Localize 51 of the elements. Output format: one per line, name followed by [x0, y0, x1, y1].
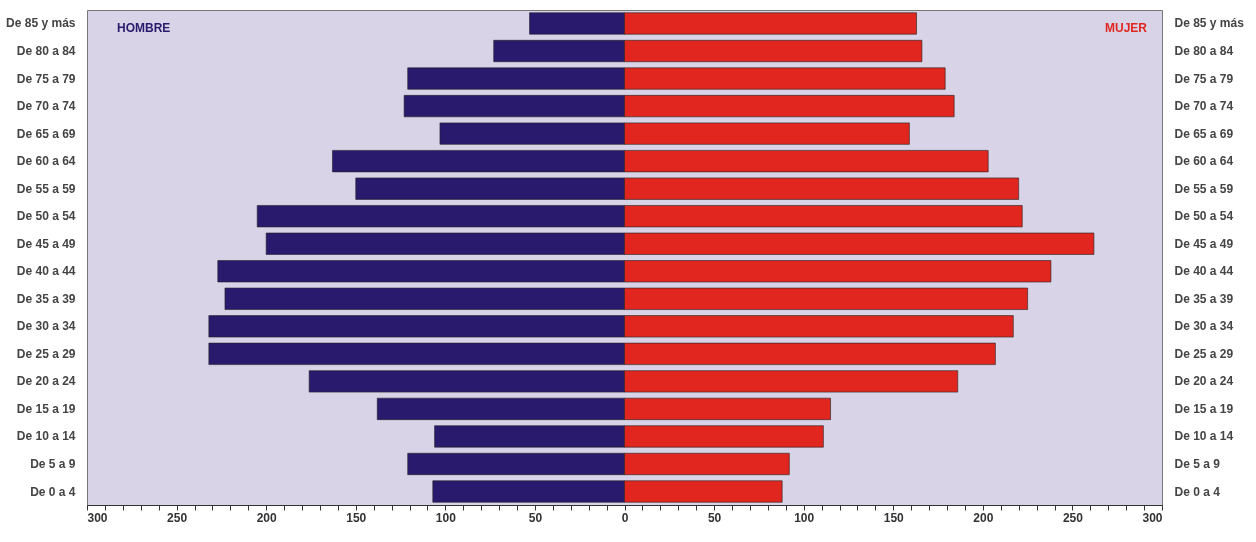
x-tick-label: 50	[707, 510, 722, 525]
x-tick-label: 200	[256, 510, 277, 525]
y-tick-label: De 55 a 59	[1174, 181, 1234, 196]
y-tick-label: De 50 a 54	[1174, 209, 1234, 224]
x-tick-label: 0	[621, 510, 629, 525]
category-label: De 85 y más	[6, 16, 76, 31]
y-tick-label: De 60 a 64	[1174, 154, 1234, 169]
x-tick-label: 200	[973, 510, 994, 525]
x-tick-label: 50	[528, 510, 543, 525]
y-tick-label: De 85 y más	[1174, 16, 1245, 31]
y-tick-label: De 0 a 4	[1174, 484, 1221, 499]
y-tick-label: De 15 a 19	[1174, 401, 1234, 416]
category-label: De 20 a 24	[16, 374, 76, 389]
category-label: De 25 a 29	[16, 346, 76, 361]
y-tick-label: De 25 a 29	[1174, 346, 1234, 361]
text: HOMBRE	[117, 21, 171, 35]
x-tick-label: 250	[167, 510, 188, 525]
x-tick-label: 250	[1062, 510, 1084, 525]
x-tick-label: 150	[346, 510, 367, 525]
x-tick-label: 100	[794, 510, 815, 525]
category-label: De 60 a 64	[16, 154, 76, 169]
category-label: De 75 a 79	[16, 71, 76, 86]
y-tick-label: De 35 a 39	[1174, 291, 1234, 306]
y-tick-label: De 75 a 79	[1174, 71, 1234, 86]
category-label: De 50 a 54	[16, 209, 76, 224]
category-label: De 0 a 4	[30, 484, 76, 499]
y-tick-label: De 20 a 24	[1174, 374, 1234, 389]
category-label: De 15 a 19	[16, 401, 76, 416]
category-label: De 35 a 39	[16, 291, 76, 306]
category-label: De 65 a 69	[16, 126, 76, 141]
x-tick-label: 150	[883, 510, 905, 525]
category-label: De 55 a 59	[16, 181, 76, 196]
y-tick-label: De 65 a 69	[1174, 126, 1234, 141]
category-label: De 80 a 84	[16, 44, 76, 59]
category-label: De 45 a 49	[16, 236, 76, 251]
x-tick-label: 100	[435, 510, 457, 525]
text: MUJER	[1104, 21, 1148, 35]
category-label: De 5 a 9	[30, 456, 76, 471]
y-tick-label: De 5 a 9	[1174, 456, 1221, 471]
x-tick-label: 300	[1142, 510, 1163, 525]
category-label: De 10 a 14	[16, 429, 76, 444]
y-tick-label: De 70 a 74	[1174, 99, 1234, 114]
category-label: De 40 a 44	[16, 264, 76, 279]
y-tick-label: De 40 a 44	[1174, 264, 1234, 279]
category-label: De 70 a 74	[16, 99, 76, 114]
y-tick-label: De 45 a 49	[1174, 236, 1234, 251]
x-tick-label: 300	[87, 510, 108, 525]
category-label: De 30 a 34	[16, 319, 76, 334]
y-tick-label: De 30 a 34	[1174, 319, 1234, 334]
y-tick-label: De 80 a 84	[1174, 44, 1234, 59]
y-tick-label: De 10 a 14	[1174, 429, 1234, 444]
